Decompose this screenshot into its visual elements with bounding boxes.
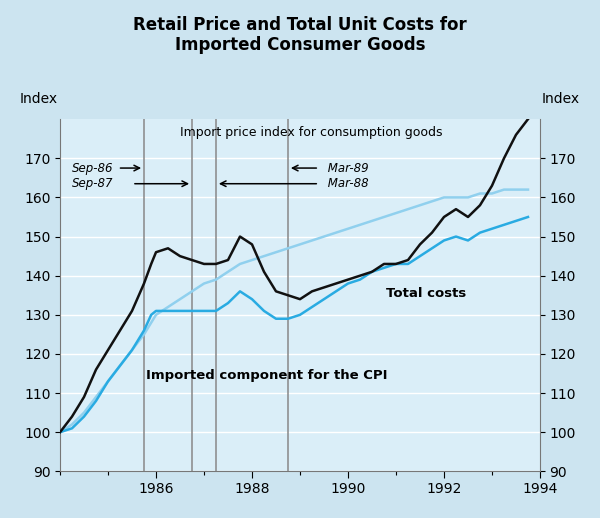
Text: Import price index for consumption goods: Import price index for consumption goods <box>180 126 443 139</box>
Text: Mar-88: Mar-88 <box>324 177 368 190</box>
Text: Index: Index <box>20 92 58 106</box>
Text: Retail Price and Total Unit Costs for
Imported Consumer Goods: Retail Price and Total Unit Costs for Im… <box>133 16 467 54</box>
Text: Imported component for the CPI: Imported component for the CPI <box>146 369 388 382</box>
Text: Sep-87: Sep-87 <box>72 177 113 190</box>
Text: Total costs: Total costs <box>386 287 467 300</box>
Text: Index: Index <box>542 92 580 106</box>
Text: Mar-89: Mar-89 <box>324 162 368 175</box>
Text: Sep-86: Sep-86 <box>72 162 113 175</box>
